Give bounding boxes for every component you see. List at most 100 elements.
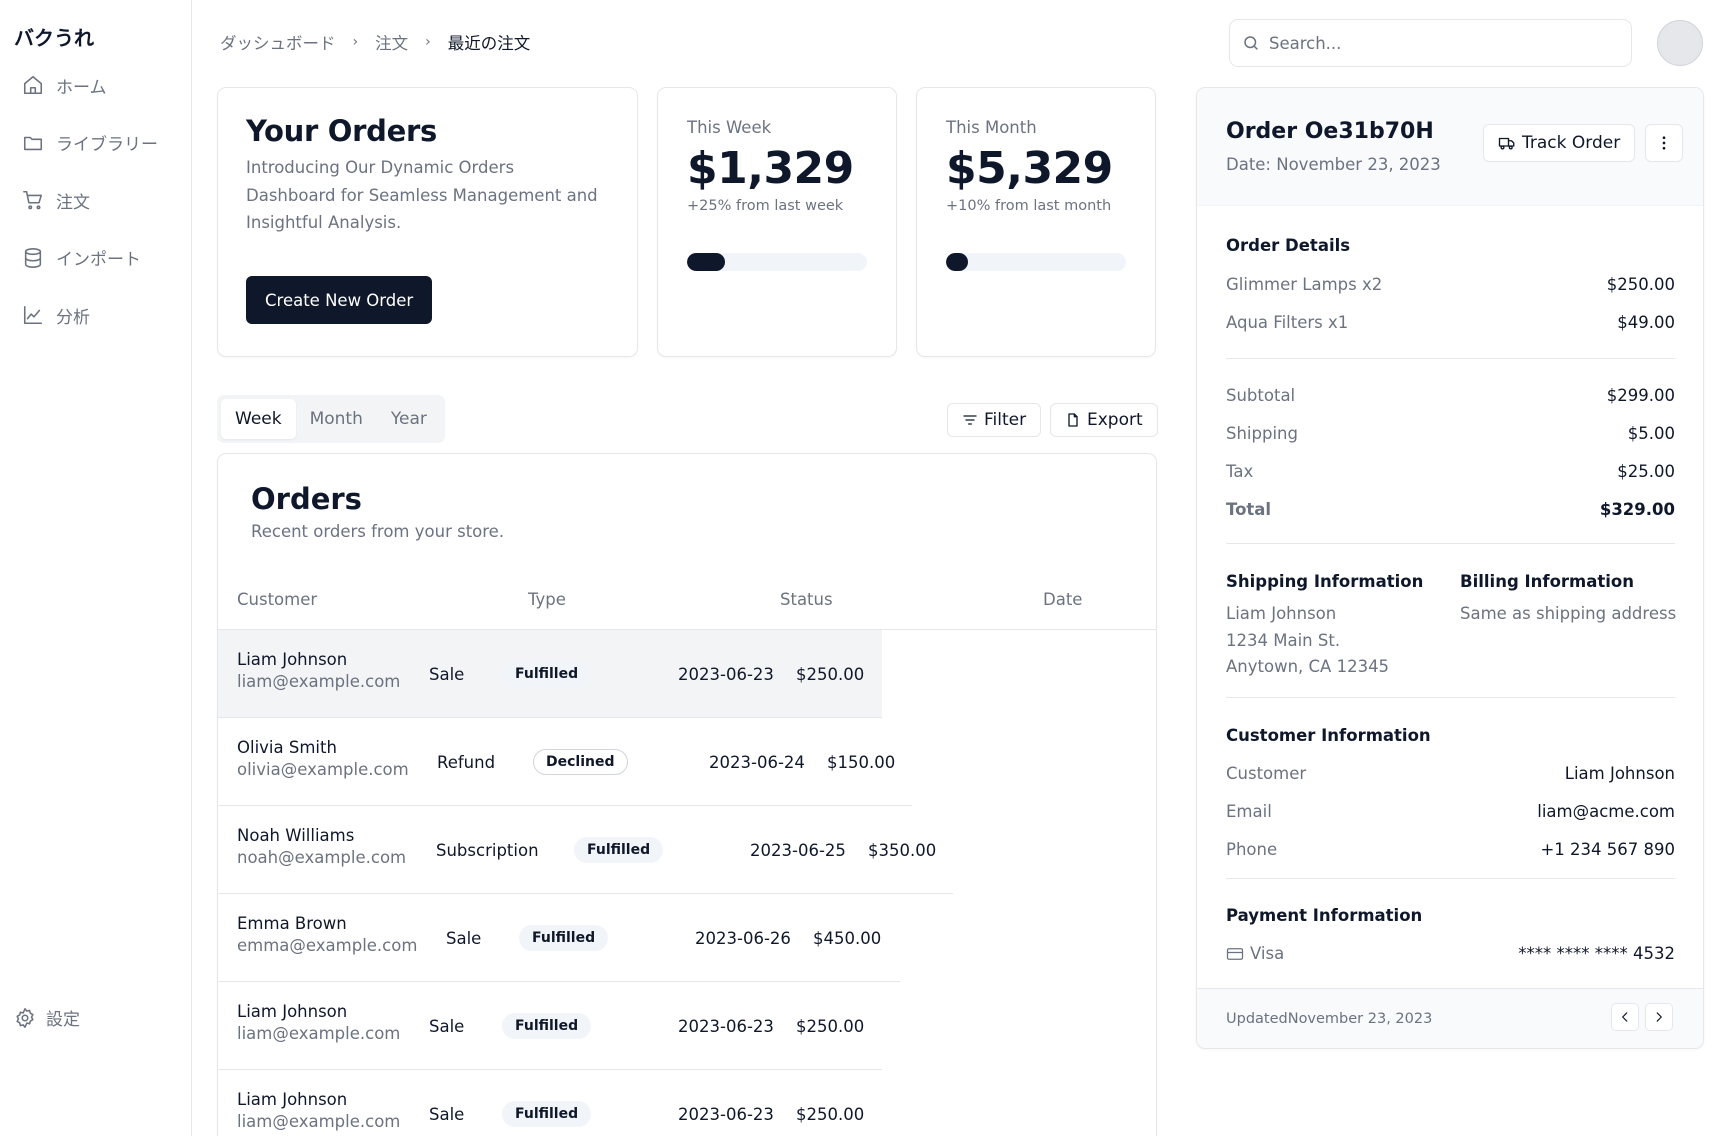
column-header-date[interactable]: Date — [1043, 590, 1083, 609]
line-item-price: $49.00 — [1617, 313, 1675, 332]
table-row[interactable]: Liam Johnson liam@example.com Sale Fulfi… — [218, 1070, 882, 1136]
chevron-left-icon — [1622, 1012, 1628, 1022]
avatar[interactable] — [1657, 20, 1703, 66]
previous-order-button[interactable] — [1611, 1003, 1639, 1031]
customer-name: Liam Johnson — [237, 1090, 348, 1109]
breadcrumb: ダッシュボード › 注文 › 最近の注文 — [220, 30, 530, 54]
date-cell: 2023-06-25 — [750, 840, 846, 860]
order-detail-card: Order Oe31b70H Date: November 23, 2023 T… — [1196, 87, 1704, 1049]
tab-week[interactable]: Week — [221, 399, 296, 439]
customer-cell: Liam Johnson liam@example.com — [237, 650, 400, 691]
order-title: Order Oe31b70H — [1226, 119, 1434, 144]
sidebar-item-label: インポート — [56, 250, 141, 270]
sidebar-item-home[interactable]: ホーム — [14, 68, 184, 102]
customer-info-title: Customer Information — [1226, 726, 1431, 745]
create-order-button[interactable]: Create New Order — [246, 276, 433, 324]
customer-email: olivia@example.com — [237, 760, 409, 779]
breadcrumb-orders[interactable]: 注文 — [375, 34, 409, 53]
orders-intro-card: Your Orders Introducing Our Dynamic Orde… — [217, 87, 638, 357]
status-badge: Fulfilled — [502, 1101, 592, 1127]
table-row[interactable]: Liam Johnson liam@example.com Sale Fulfi… — [218, 982, 882, 1070]
column-header-type[interactable]: Type — [528, 590, 566, 609]
divider — [1226, 697, 1675, 698]
table-row[interactable]: Noah Williams noah@example.com Subscript… — [218, 806, 953, 894]
amount-cell: $250.00 — [796, 664, 865, 684]
customer-cell: Olivia Smith olivia@example.com — [237, 738, 409, 779]
shipping-value: $5.00 — [1627, 424, 1675, 443]
customer-cell: Liam Johnson liam@example.com — [237, 1090, 400, 1131]
status-cell: Fulfilled — [519, 894, 609, 982]
phone-label: Phone — [1226, 840, 1278, 859]
gear-icon — [16, 1007, 34, 1028]
sidebar-item-label: ホーム — [56, 77, 107, 98]
filter-button[interactable]: Filter — [947, 403, 1042, 437]
customer-name: Noah Williams — [237, 826, 355, 845]
sidebar-nav: ホーム ライブラリー 注文 インポート 分析 — [14, 68, 184, 356]
order-date: Date: November 23, 2023 — [1226, 155, 1441, 174]
settings-label: 設定 — [46, 1010, 80, 1030]
payment-method-label: Visa — [1250, 944, 1285, 963]
stat-label: This Week — [687, 118, 772, 137]
status-badge: Fulfilled — [574, 837, 664, 863]
table-row[interactable]: Liam Johnson liam@example.com Sale Fulfi… — [218, 630, 882, 718]
total-row: Total $329.00 — [1226, 500, 1675, 519]
search-input[interactable] — [1269, 33, 1609, 53]
export-button[interactable]: Export — [1050, 403, 1158, 437]
customer-cell: Emma Brown emma@example.com — [237, 914, 417, 955]
customer-name: Olivia Smith — [237, 738, 337, 757]
address-line: Liam Johnson — [1226, 604, 1337, 623]
column-header-status[interactable]: Status — [780, 590, 833, 609]
sidebar-item-analytics[interactable]: 分析 — [14, 298, 184, 332]
customer-email: emma@example.com — [237, 936, 418, 955]
table-row[interactable]: Olivia Smith olivia@example.com Refund D… — [218, 718, 912, 806]
type-cell: Sale — [446, 928, 482, 948]
sidebar-item-import[interactable]: インポート — [14, 241, 184, 275]
sidebar-item-orders[interactable]: 注文 — [14, 183, 184, 217]
divider — [1226, 543, 1675, 544]
email-value[interactable]: liam@acme.com — [1537, 802, 1675, 821]
customer-name: Emma Brown — [237, 914, 347, 933]
type-cell: Subscription — [436, 840, 539, 860]
billing-address: Same as shipping address — [1460, 604, 1677, 623]
more-vertical-icon — [1662, 136, 1666, 150]
tab-year[interactable]: Year — [390, 409, 427, 429]
customer-name: Liam Johnson — [237, 1002, 348, 1021]
progress-fill — [687, 253, 725, 271]
tab-month[interactable]: Month — [309, 409, 363, 429]
order-details-title: Order Details — [1226, 236, 1351, 255]
column-header-customer[interactable]: Customer — [237, 590, 318, 609]
track-order-label: Track Order — [1522, 133, 1621, 153]
status-cell: Declined — [533, 718, 628, 806]
status-cell: Fulfilled — [502, 630, 592, 718]
type-cell: Sale — [429, 664, 465, 684]
stat-card-week: This Week $1,329 +25% from last week — [657, 87, 897, 357]
phone-row: Phone +1 234 567 890 — [1226, 840, 1675, 859]
cart-icon — [23, 190, 43, 210]
table-row[interactable]: Emma Brown emma@example.com Sale Fulfill… — [218, 894, 900, 982]
track-order-button[interactable]: Track Order — [1483, 124, 1636, 162]
chevron-right-icon — [1656, 1012, 1662, 1022]
phone-value[interactable]: +1 234 567 890 — [1540, 840, 1675, 859]
divider — [1226, 878, 1675, 879]
sidebar-item-settings[interactable]: 設定 — [14, 1005, 80, 1030]
status-cell: Fulfilled — [574, 806, 664, 894]
amount-cell: $150.00 — [827, 752, 896, 772]
payment-method: Visa — [1226, 944, 1284, 963]
status-badge: Declined — [533, 749, 628, 775]
brand-logo[interactable]: バクうれ — [14, 26, 94, 50]
next-order-button[interactable] — [1645, 1003, 1673, 1031]
breadcrumb-dashboard[interactable]: ダッシュボード — [220, 34, 336, 53]
status-cell: Fulfilled — [502, 1070, 592, 1136]
line-item-label: Glimmer Lamps x2 — [1226, 275, 1383, 294]
amount-cell: $450.00 — [813, 928, 882, 948]
more-options-button[interactable] — [1645, 124, 1683, 162]
subtotal-value: $299.00 — [1606, 386, 1675, 405]
sidebar-item-library[interactable]: ライブラリー — [14, 126, 184, 160]
stat-change: +25% from last week — [687, 198, 844, 214]
home-icon — [23, 75, 43, 95]
tax-label: Tax — [1226, 462, 1254, 481]
status-cell: Fulfilled — [502, 982, 592, 1070]
database-icon — [24, 247, 42, 268]
line-item-label: Aqua Filters x1 — [1226, 313, 1349, 332]
line-item: Glimmer Lamps x2 $250.00 — [1226, 275, 1675, 294]
